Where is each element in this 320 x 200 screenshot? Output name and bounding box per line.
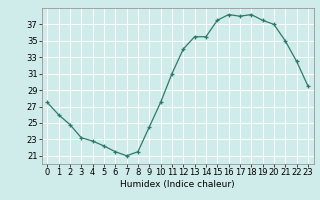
X-axis label: Humidex (Indice chaleur): Humidex (Indice chaleur) (120, 180, 235, 189)
